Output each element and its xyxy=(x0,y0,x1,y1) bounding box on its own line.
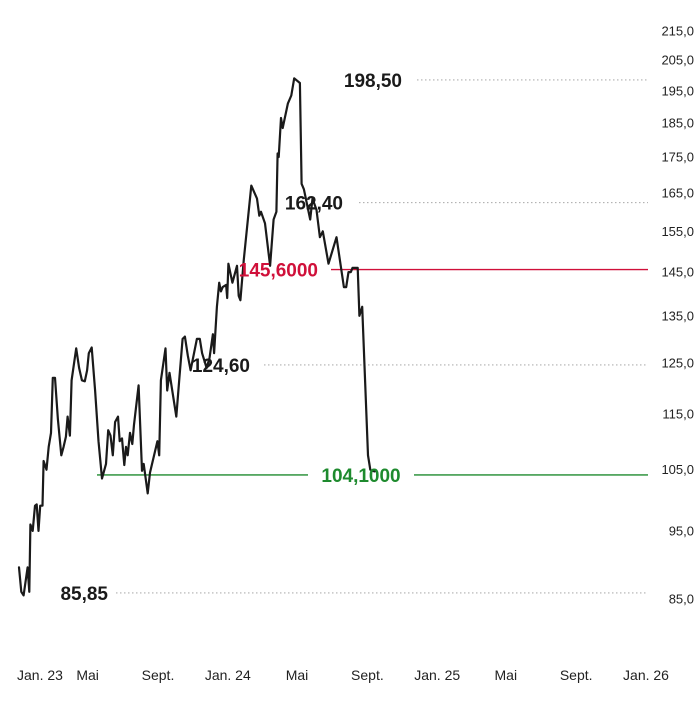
y-tick-label: 85,0 xyxy=(669,592,694,607)
y-tick-label: 155,0 xyxy=(661,224,694,239)
y-tick-label: 145,0 xyxy=(661,265,694,280)
x-tick-label: Mai xyxy=(286,667,309,683)
annotation-lines xyxy=(116,79,648,594)
y-tick-label: 215,0 xyxy=(661,24,694,39)
x-tick-label: Mai xyxy=(495,667,518,683)
x-axis-tick-labels: Jan. 23 Mai Sept. Jan. 24 Mai Sept. Jan. 25 Mai… xyxy=(17,667,669,683)
x-tick-label: Jan. 23 xyxy=(17,667,63,683)
x-tick-label: Jan. 26 xyxy=(623,667,669,683)
y-tick-label: 205,0 xyxy=(661,53,694,68)
annotation-label: 124,60 xyxy=(192,356,250,377)
y-tick-label: 175,0 xyxy=(661,150,694,165)
annotation-labels: 198,50 162,40 124,60 85,85 xyxy=(60,71,402,605)
x-tick-label: Sept. xyxy=(351,667,384,683)
x-tick-label: Sept. xyxy=(142,667,175,683)
y-axis-tick-labels: 215,0 205,0 195,0 185,0 175,0 165,0 155,0 145,0… xyxy=(661,24,694,607)
level-labels: 145,6000 104,1000 xyxy=(239,261,401,487)
level-label: 104,1000 xyxy=(321,466,400,487)
y-tick-label: 165,0 xyxy=(661,186,694,201)
annotation-label: 198,50 xyxy=(344,71,402,92)
y-tick-label: 95,0 xyxy=(669,523,694,538)
x-tick-label: Jan. 24 xyxy=(205,667,251,683)
y-tick-label: 105,0 xyxy=(661,462,694,477)
x-tick-label: Jan. 25 xyxy=(414,667,460,683)
x-tick-label: Mai xyxy=(76,667,99,683)
level-label: 145,6000 xyxy=(239,261,318,282)
annotation-label: 85,85 xyxy=(60,584,108,605)
price-series-line xyxy=(17,77,376,597)
y-tick-label: 125,0 xyxy=(661,355,694,370)
y-tick-label: 185,0 xyxy=(661,116,694,131)
y-tick-label: 195,0 xyxy=(661,83,694,98)
level-lines xyxy=(97,268,648,476)
annotation-label: 162,40 xyxy=(285,194,343,215)
x-tick-label: Sept. xyxy=(560,667,593,683)
y-tick-label: 135,0 xyxy=(661,308,694,323)
y-tick-label: 115,0 xyxy=(662,407,694,422)
